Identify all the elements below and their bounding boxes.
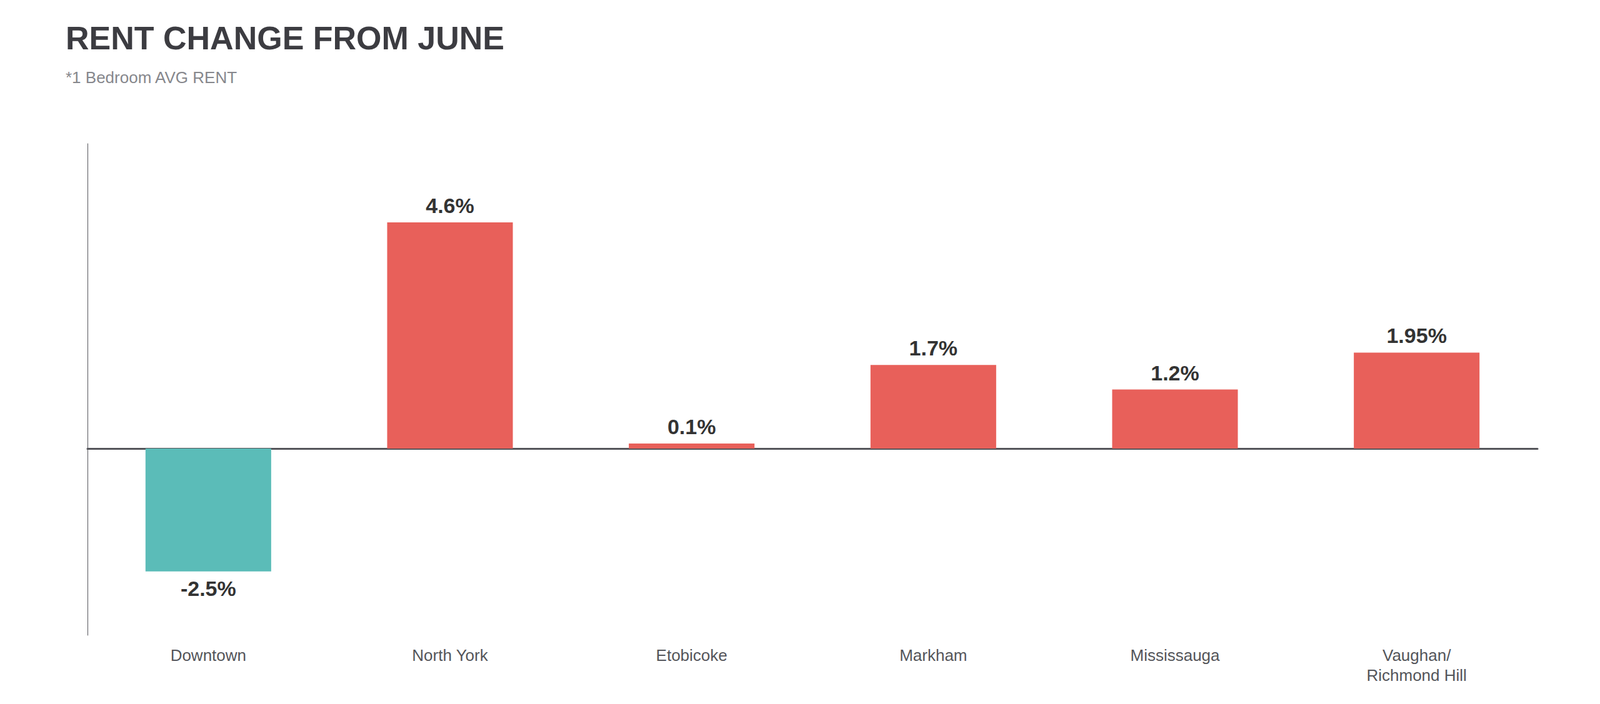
- svg-text:Richmond Hill: Richmond Hill: [1366, 666, 1467, 685]
- svg-text:Markham: Markham: [899, 646, 967, 665]
- svg-text:1.95%: 1.95%: [1386, 323, 1447, 348]
- svg-text:Etobicoke: Etobicoke: [656, 646, 728, 665]
- svg-text:-2.5%: -2.5%: [180, 576, 237, 601]
- svg-text:4.6%: 4.6%: [425, 193, 475, 218]
- svg-text:*1 Bedroom AVG RENT: *1 Bedroom AVG RENT: [65, 68, 237, 87]
- svg-text:1.2%: 1.2%: [1150, 361, 1200, 385]
- svg-text:Mississauga: Mississauga: [1130, 646, 1220, 665]
- svg-text:0.1%: 0.1%: [667, 415, 717, 439]
- svg-text:Vaughan/: Vaughan/: [1382, 646, 1452, 665]
- svg-text:RENT CHANGE FROM JUNE: RENT CHANGE FROM JUNE: [65, 20, 505, 57]
- svg-text:1.7%: 1.7%: [909, 336, 959, 360]
- svg-text:North York: North York: [411, 646, 489, 665]
- svg-text:Downtown: Downtown: [170, 646, 247, 665]
